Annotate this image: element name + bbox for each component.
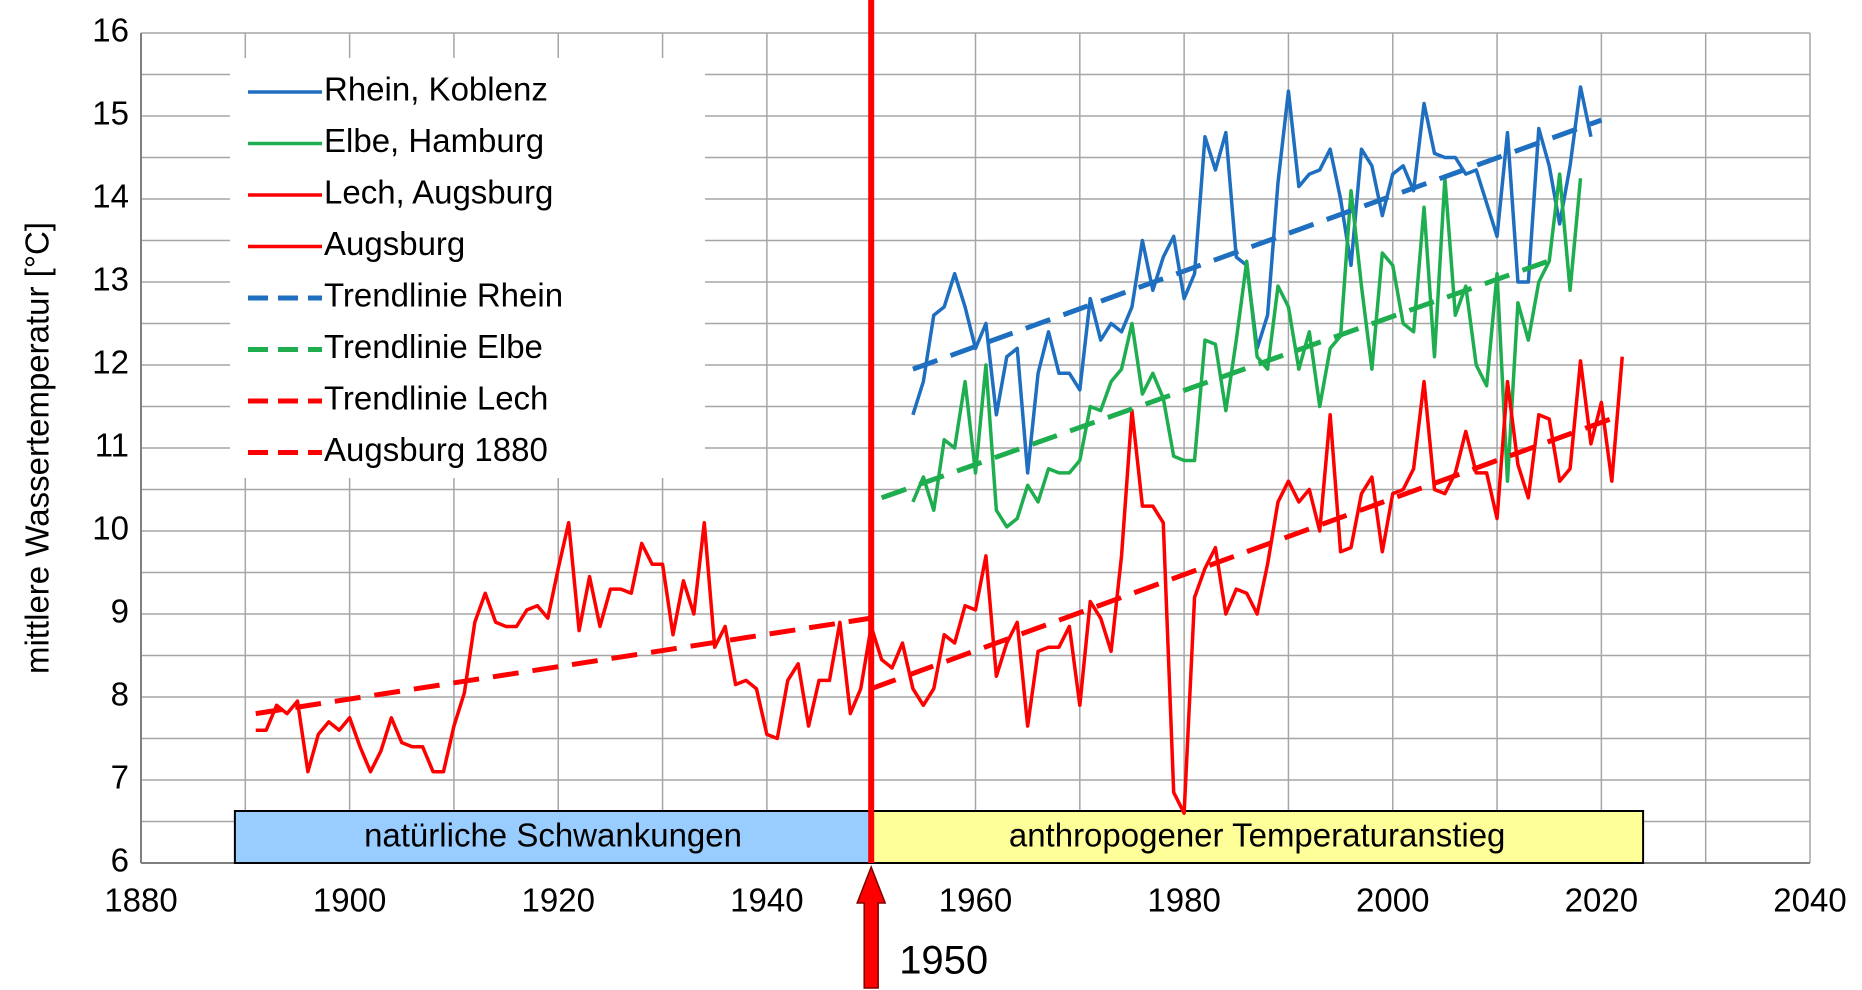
y-tick-label: 9 [111, 593, 129, 630]
marker-arrow [856, 864, 887, 989]
y-tick-label: 15 [92, 95, 129, 132]
region-label: anthropogener Temperaturanstieg [1009, 817, 1506, 854]
legend-label: Augsburg [324, 225, 465, 262]
data-line [255, 520, 873, 774]
y-tick-label: 8 [111, 676, 129, 713]
trend-line [870, 412, 1624, 692]
y-tick-label: 16 [92, 12, 129, 49]
x-tick-label: 2000 [1356, 882, 1429, 919]
legend-label: Trendlinie Lech [324, 380, 548, 417]
legend-label: Rhein, Koblenz [324, 71, 548, 108]
y-tick-label: 14 [92, 178, 129, 215]
legend-box [230, 58, 705, 478]
region-box [233, 810, 873, 864]
legend-label: Augsburg 1880 [324, 431, 548, 468]
y-axis-label: mittlere Wassertemperatur [°C] [19, 222, 56, 674]
x-tick-label: 1980 [1147, 882, 1220, 919]
marker-label: 1950 [899, 939, 988, 983]
region-box [870, 810, 1645, 864]
x-tick-label: 1900 [313, 882, 386, 919]
x-tick-label: 1960 [939, 882, 1012, 919]
y-tick-label: 6 [111, 842, 129, 879]
region-label: natürliche Schwankungen [364, 817, 742, 854]
trend-line [255, 615, 872, 717]
data-line [869, 356, 1624, 815]
trend-line [912, 117, 1603, 372]
legend-label: Trendlinie Rhein [324, 277, 563, 314]
y-tick-label: 7 [111, 759, 129, 796]
y-tick-label: 11 [95, 427, 129, 464]
legend-label: Elbe, Hamburg [324, 122, 544, 159]
y-tick-label: 10 [92, 510, 129, 547]
legend-label: Lech, Augsburg [324, 174, 553, 211]
legend-label: Trendlinie Elbe [324, 328, 543, 365]
x-tick-label: 1880 [104, 882, 177, 919]
data-line [911, 172, 1583, 529]
y-tick-label: 12 [92, 344, 129, 381]
x-tick-label: 2040 [1773, 882, 1846, 919]
x-tick-label: 1920 [522, 882, 595, 919]
x-tick-label: 2020 [1565, 882, 1638, 919]
y-tick-label: 13 [92, 261, 129, 298]
x-tick-label: 1940 [730, 882, 803, 919]
